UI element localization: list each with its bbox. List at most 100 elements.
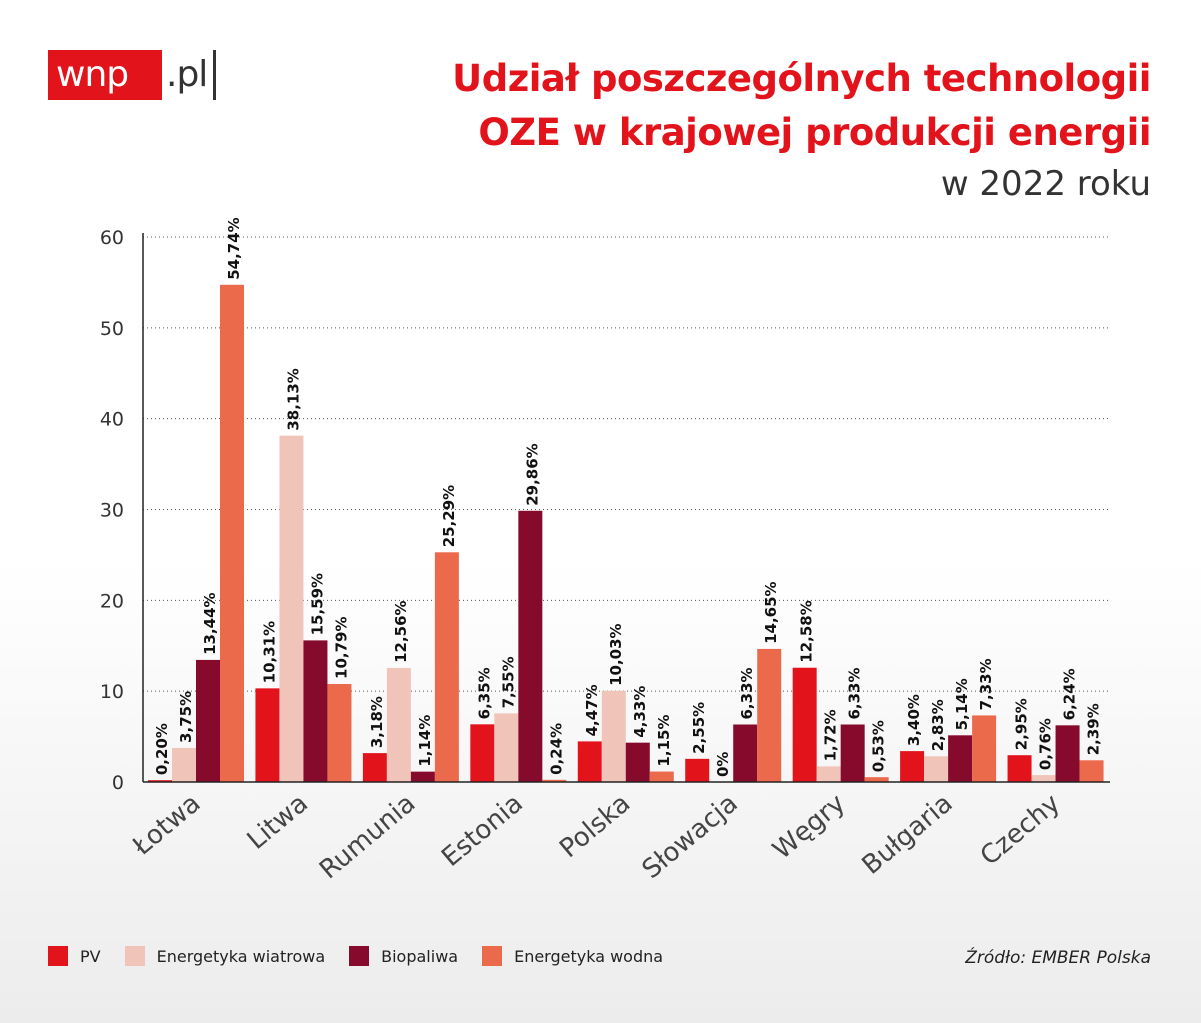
chart-legend: PV Energetyka wiatrowa Biopaliwa Energet… [48, 946, 687, 966]
data-label: 29,86% [523, 443, 541, 505]
data-label: 6,24% [1061, 668, 1079, 720]
data-label: 0,76% [1037, 718, 1055, 770]
data-label: 12,58% [798, 600, 816, 662]
data-label: 3,40% [905, 694, 923, 746]
legend-label-biofuels: Biopaliwa [381, 946, 459, 966]
legend-swatch-pv [48, 946, 68, 966]
data-label: 2,55% [690, 702, 708, 754]
bar [864, 777, 889, 782]
data-label: 1,72% [822, 709, 840, 761]
bar [900, 751, 925, 782]
bar [625, 742, 650, 782]
data-label: 7,33% [977, 658, 995, 710]
x-tick-label: Rumunia [314, 788, 421, 885]
legend-item-pv: PV [48, 946, 101, 966]
bar [757, 648, 782, 782]
bar [434, 552, 459, 782]
data-label: 1,14% [416, 715, 434, 767]
data-label: 3,75% [177, 691, 195, 743]
bar [733, 724, 758, 782]
bar [649, 771, 674, 782]
bar [542, 779, 567, 782]
bar [1055, 725, 1080, 782]
x-tick-label: Węgry [767, 788, 851, 865]
data-label: 54,74% [225, 217, 243, 279]
y-tick-label: 0 [112, 772, 124, 794]
bar [972, 715, 997, 782]
bar [518, 510, 543, 782]
y-tick-label: 50 [100, 318, 124, 340]
bar [924, 756, 949, 782]
data-label: 14,65% [762, 581, 780, 643]
bar [362, 753, 387, 782]
data-label: 25,29% [440, 485, 458, 547]
data-label: 10,03% [607, 623, 625, 685]
data-label: 4,33% [631, 686, 649, 738]
chart-title-line1: Udział poszczególnych technologii [452, 57, 1151, 100]
logo-tld: .pl [166, 54, 208, 95]
bar [601, 690, 626, 782]
y-tick-label: 20 [100, 590, 124, 612]
data-label: 6,33% [738, 667, 756, 719]
data-label: 2,83% [929, 699, 947, 751]
x-tick-label: Słowacja [637, 788, 744, 885]
chart-subtitle: w 2022 roku [940, 164, 1151, 204]
bar [470, 724, 495, 782]
data-label: 0% [714, 752, 732, 777]
legend-label-wind: Energetyka wiatrowa [156, 946, 326, 966]
data-label: 2,39% [1085, 703, 1103, 755]
legend-label-hydro: Energetyka wodna [514, 946, 664, 966]
bar [172, 747, 196, 782]
data-label: 1,15% [655, 715, 673, 767]
data-label: 15,59% [308, 573, 326, 635]
y-tick-label: 40 [100, 409, 124, 431]
data-label: 0,20% [153, 723, 171, 775]
legend-item-wind: Energetyka wiatrowa [124, 946, 326, 966]
y-tick-label: 10 [100, 681, 124, 703]
bar [327, 683, 352, 782]
data-label: 5,14% [953, 678, 971, 730]
data-label: 10,79% [332, 617, 350, 679]
x-tick-label: Polska [554, 788, 636, 864]
data-label: 6,33% [846, 667, 864, 719]
data-label: 13,44% [201, 592, 219, 654]
y-tick-label: 30 [100, 500, 124, 522]
legend-item-hydro: Energetyka wodna [482, 946, 663, 966]
chart-title: Udział poszczególnych technologii OZE w … [452, 52, 1151, 160]
data-label: 3,18% [368, 696, 386, 748]
bar [303, 640, 328, 782]
bar [220, 284, 244, 782]
x-tick-label: Litwa [242, 788, 314, 855]
bar [148, 780, 172, 782]
source-note: Źródło: EMBER Polska [965, 948, 1151, 968]
x-tick-label: Łotwa [127, 788, 207, 862]
legend-label-pv: PV [80, 946, 101, 966]
legend-swatch-biofuels [349, 946, 370, 966]
legend-item-biofuels: Biopaliwa [349, 946, 458, 966]
logo-brand: wnp [48, 50, 162, 100]
x-tick-label: Estonia [436, 788, 529, 873]
bar [494, 713, 519, 782]
data-label: 38,13% [284, 368, 302, 430]
logo-divider [213, 50, 217, 100]
data-label: 10,31% [260, 621, 278, 683]
bar [948, 735, 973, 782]
bar [279, 435, 304, 782]
data-label: 2,95% [1013, 698, 1031, 750]
bar [1079, 760, 1104, 782]
data-label: 12,56% [392, 600, 410, 662]
bar [1007, 755, 1032, 782]
x-tick-label: Bułgaria [857, 788, 959, 880]
bar [840, 724, 865, 782]
bar [792, 667, 817, 782]
bar [577, 741, 602, 782]
bar [410, 771, 435, 782]
wnp-logo: wnp .pl [48, 50, 217, 100]
y-tick-label: 60 [100, 227, 124, 249]
bar [196, 659, 220, 782]
bar [386, 667, 411, 782]
x-tick-label: Czechy [975, 788, 1066, 871]
bar [685, 758, 710, 782]
chart-title-line2: OZE w krajowej produkcji energii [478, 111, 1151, 154]
